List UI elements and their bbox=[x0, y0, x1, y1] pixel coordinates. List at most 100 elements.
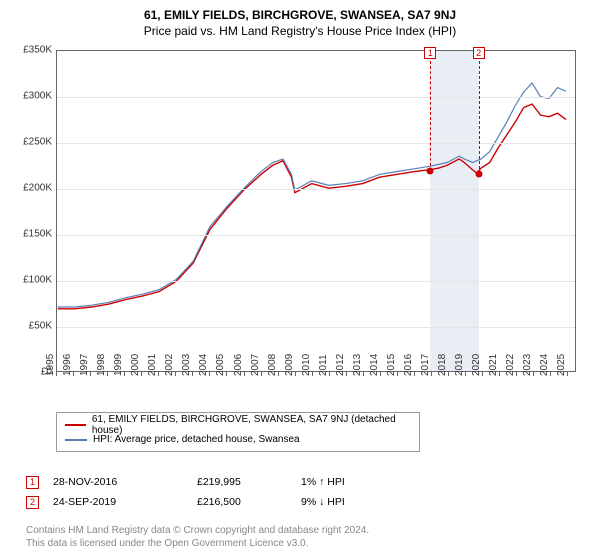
x-tick bbox=[346, 372, 347, 376]
x-tick bbox=[192, 372, 193, 376]
x-axis-label: 2024 bbox=[539, 354, 550, 376]
x-axis-label: 2022 bbox=[505, 354, 516, 376]
x-axis-label: 2006 bbox=[232, 354, 243, 376]
gridline-h bbox=[57, 327, 575, 328]
gridline-h bbox=[57, 97, 575, 98]
x-axis-label: 2015 bbox=[386, 354, 397, 376]
x-tick bbox=[465, 372, 466, 376]
x-axis-label: 2007 bbox=[249, 354, 260, 376]
event-row: 224-SEP-2019£216,5009% ↓ HPI bbox=[26, 492, 574, 512]
legend-item: 61, EMILY FIELDS, BIRCHGROVE, SWANSEA, S… bbox=[65, 417, 411, 432]
x-axis-label: 1996 bbox=[62, 354, 73, 376]
event-pct: 9% ↓ HPI bbox=[301, 496, 574, 508]
x-tick bbox=[73, 372, 74, 376]
x-tick bbox=[56, 372, 57, 376]
event-date: 24-SEP-2019 bbox=[53, 496, 183, 508]
x-axis-label: 2019 bbox=[454, 354, 465, 376]
y-axis-label: £200K bbox=[12, 183, 52, 194]
x-axis-label: 1998 bbox=[96, 354, 107, 376]
x-axis-label: 1999 bbox=[113, 354, 124, 376]
marker-box-2: 2 bbox=[473, 47, 485, 59]
event-price: £219,995 bbox=[197, 476, 287, 488]
gridline-h bbox=[57, 281, 575, 282]
y-axis-label: £50K bbox=[12, 321, 52, 332]
marker-box-1: 1 bbox=[424, 47, 436, 59]
marker-dot-1 bbox=[427, 167, 434, 174]
x-tick bbox=[363, 372, 364, 376]
x-axis-label: 2025 bbox=[556, 354, 567, 376]
legend-label: 61, EMILY FIELDS, BIRCHGROVE, SWANSEA, S… bbox=[92, 414, 411, 436]
event-pct: 1% ↑ HPI bbox=[301, 476, 574, 488]
x-axis-label: 2016 bbox=[403, 354, 414, 376]
x-tick bbox=[482, 372, 483, 376]
chart-container: 61, EMILY FIELDS, BIRCHGROVE, SWANSEA, S… bbox=[0, 0, 600, 560]
legend: 61, EMILY FIELDS, BIRCHGROVE, SWANSEA, S… bbox=[56, 412, 420, 452]
x-tick bbox=[516, 372, 517, 376]
footer-line-1: Contains HM Land Registry data © Crown c… bbox=[26, 524, 369, 537]
x-tick bbox=[499, 372, 500, 376]
legend-swatch bbox=[65, 439, 87, 441]
x-tick bbox=[431, 372, 432, 376]
marker-dot-2 bbox=[475, 170, 482, 177]
event-marker-box: 1 bbox=[26, 476, 39, 489]
x-axis-label: 2005 bbox=[215, 354, 226, 376]
y-axis-label: £250K bbox=[12, 137, 52, 148]
x-tick bbox=[448, 372, 449, 376]
x-axis-label: 1995 bbox=[45, 354, 56, 376]
series-hpi bbox=[58, 83, 566, 307]
x-axis-label: 2008 bbox=[267, 354, 278, 376]
x-axis-label: 2013 bbox=[352, 354, 363, 376]
legend-label: HPI: Average price, detached house, Swan… bbox=[93, 434, 300, 445]
x-tick bbox=[158, 372, 159, 376]
x-tick bbox=[107, 372, 108, 376]
y-axis-label: £150K bbox=[12, 229, 52, 240]
event-marker-box: 2 bbox=[26, 496, 39, 509]
x-tick bbox=[312, 372, 313, 376]
x-axis-label: 2010 bbox=[301, 354, 312, 376]
y-axis-label: £300K bbox=[12, 91, 52, 102]
x-tick bbox=[380, 372, 381, 376]
chart-area: 12 £0£50K£100K£150K£200K£250K£300K£350K1… bbox=[12, 44, 588, 414]
x-axis-label: 2004 bbox=[198, 354, 209, 376]
y-axis-label: £100K bbox=[12, 275, 52, 286]
plot-region: 12 bbox=[56, 50, 576, 372]
x-axis-label: 2000 bbox=[130, 354, 141, 376]
chart-title: 61, EMILY FIELDS, BIRCHGROVE, SWANSEA, S… bbox=[12, 8, 588, 22]
footer-attribution: Contains HM Land Registry data © Crown c… bbox=[26, 524, 369, 550]
gridline-h bbox=[57, 143, 575, 144]
legend-swatch bbox=[65, 424, 86, 426]
x-axis-label: 2017 bbox=[420, 354, 431, 376]
x-tick bbox=[550, 372, 551, 376]
marker-line-1 bbox=[430, 61, 431, 171]
x-tick bbox=[90, 372, 91, 376]
x-tick bbox=[209, 372, 210, 376]
x-tick bbox=[533, 372, 534, 376]
gridline-h bbox=[57, 235, 575, 236]
footer-line-2: This data is licensed under the Open Gov… bbox=[26, 537, 369, 550]
x-tick bbox=[226, 372, 227, 376]
chart-subtitle: Price paid vs. HM Land Registry's House … bbox=[12, 24, 588, 38]
marker-line-2 bbox=[479, 61, 480, 174]
line-series-svg bbox=[57, 51, 575, 371]
event-row: 128-NOV-2016£219,9951% ↑ HPI bbox=[26, 472, 574, 492]
x-axis-label: 2014 bbox=[369, 354, 380, 376]
x-tick bbox=[414, 372, 415, 376]
x-axis-label: 2002 bbox=[164, 354, 175, 376]
y-axis-label: £350K bbox=[12, 45, 52, 56]
event-table: 128-NOV-2016£219,9951% ↑ HPI224-SEP-2019… bbox=[26, 472, 574, 512]
x-axis-label: 2009 bbox=[284, 354, 295, 376]
x-tick bbox=[124, 372, 125, 376]
x-axis-label: 2020 bbox=[471, 354, 482, 376]
x-axis-label: 1997 bbox=[79, 354, 90, 376]
x-axis-label: 2023 bbox=[522, 354, 533, 376]
x-tick bbox=[397, 372, 398, 376]
x-axis-label: 2012 bbox=[335, 354, 346, 376]
x-tick bbox=[141, 372, 142, 376]
x-axis-label: 2011 bbox=[318, 354, 329, 376]
x-axis-label: 2003 bbox=[181, 354, 192, 376]
gridline-h bbox=[57, 189, 575, 190]
x-axis-label: 2018 bbox=[437, 354, 448, 376]
x-tick bbox=[567, 372, 568, 376]
x-tick bbox=[175, 372, 176, 376]
x-axis-label: 2021 bbox=[488, 354, 499, 376]
